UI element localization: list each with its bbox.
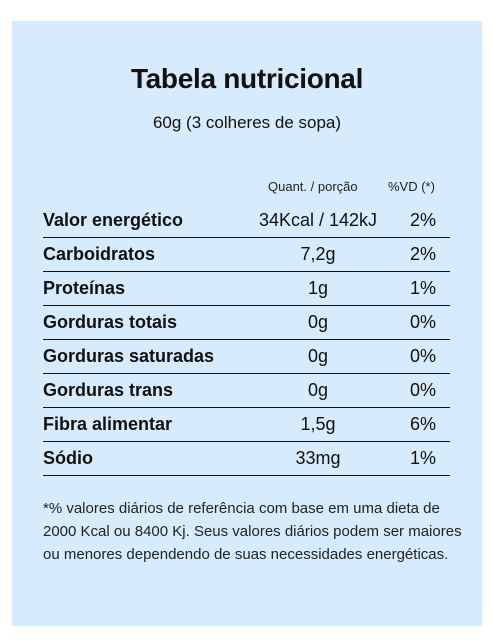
nutrient-quantity: 0g <box>307 346 329 366</box>
nutrient-vd: 0% <box>409 380 436 400</box>
column-header-vd: %VD (*) <box>388 179 435 194</box>
table-row: Sódio 33mg 1% <box>43 442 450 476</box>
page-title: Tabela nutricional <box>130 63 364 94</box>
nutrient-vd: 1% <box>409 278 436 298</box>
nutrient-quantity: 0g <box>307 312 329 332</box>
table-row: Gorduras trans 0g 0% <box>43 374 450 408</box>
serving-size: 60g (3 colheres de sopa) <box>152 113 342 132</box>
nutrient-quantity: 33mg <box>295 448 341 468</box>
table-row: Valor energético 34Kcal / 142kJ 2% <box>43 204 450 238</box>
column-header-quantity: Quant. / porção <box>268 179 358 194</box>
nutrient-name: Sódio <box>43 448 93 468</box>
table-row: Gorduras saturadas 0g 0% <box>43 340 450 374</box>
nutrient-name: Gorduras totais <box>43 312 178 332</box>
nutrient-quantity: 1,5g <box>300 414 336 434</box>
nutrient-vd: 1% <box>409 448 436 468</box>
nutrient-name: Gorduras saturadas <box>43 346 215 366</box>
table-row: Proteínas 1g 1% <box>43 272 450 306</box>
nutrient-quantity: 1g <box>307 278 329 298</box>
table-row: Carboidratos 7,2g 2% <box>43 238 450 272</box>
nutrient-quantity: 34Kcal / 142kJ <box>258 210 378 230</box>
nutrient-quantity: 0g <box>307 380 329 400</box>
nutrient-vd: 0% <box>409 346 436 366</box>
table-row: Gorduras totais 0g 0% <box>43 306 450 340</box>
nutrient-name: Proteínas <box>43 278 126 298</box>
table-row: Fibra alimentar 1,5g 6% <box>43 408 450 442</box>
nutrient-vd: 6% <box>409 414 436 434</box>
nutrient-quantity: 7,2g <box>300 244 336 264</box>
nutrient-name: Valor energético <box>43 210 184 230</box>
nutrient-vd: 2% <box>409 210 436 230</box>
nutrient-vd: 2% <box>409 244 436 264</box>
footnote: *% valores diários de referência com bas… <box>43 500 462 563</box>
nutrition-card: Tabela nutricional 60g (3 colheres de so… <box>12 21 482 626</box>
nutrient-name: Fibra alimentar <box>43 414 173 434</box>
nutrient-vd: 0% <box>409 312 436 332</box>
nutrition-table: Valor energético 34Kcal / 142kJ 2% Carbo… <box>43 204 450 476</box>
nutrient-name: Carboidratos <box>43 244 156 264</box>
nutrient-name: Gorduras trans <box>43 380 174 400</box>
